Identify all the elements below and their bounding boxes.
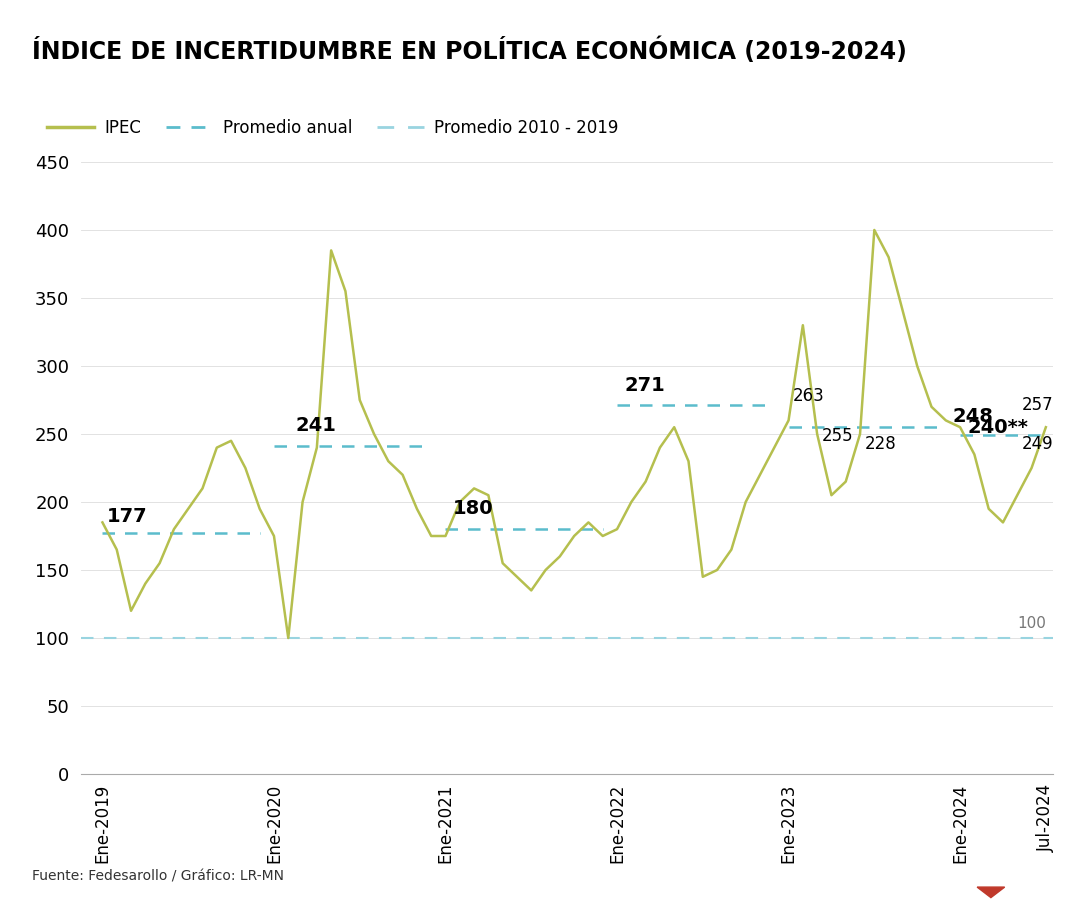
Text: 263: 263 bbox=[793, 387, 825, 405]
Text: ÍNDICE DE INCERTIDUMBRE EN POLÍTICA ECONÓMICA (2019-2024): ÍNDICE DE INCERTIDUMBRE EN POLÍTICA ECON… bbox=[32, 38, 907, 64]
Text: 228: 228 bbox=[864, 435, 896, 453]
Text: 180: 180 bbox=[453, 500, 494, 518]
Text: 257: 257 bbox=[1022, 396, 1053, 414]
Text: 248: 248 bbox=[953, 407, 994, 426]
Text: Fuente: Fedesarollo / Gráfico: LR-MN: Fuente: Fedesarollo / Gráfico: LR-MN bbox=[32, 869, 284, 884]
Legend: IPEC, Promedio anual, Promedio 2010 - 2019: IPEC, Promedio anual, Promedio 2010 - 20… bbox=[41, 112, 624, 143]
Text: 249: 249 bbox=[1022, 436, 1053, 454]
Text: 255: 255 bbox=[822, 428, 853, 446]
Text: 100: 100 bbox=[1017, 616, 1047, 631]
FancyArrow shape bbox=[977, 887, 1004, 897]
Text: LR: LR bbox=[974, 840, 1008, 863]
Text: 177: 177 bbox=[107, 508, 147, 526]
Text: 241: 241 bbox=[296, 417, 336, 436]
Text: 271: 271 bbox=[624, 375, 665, 394]
Text: 240**: 240** bbox=[968, 418, 1028, 436]
